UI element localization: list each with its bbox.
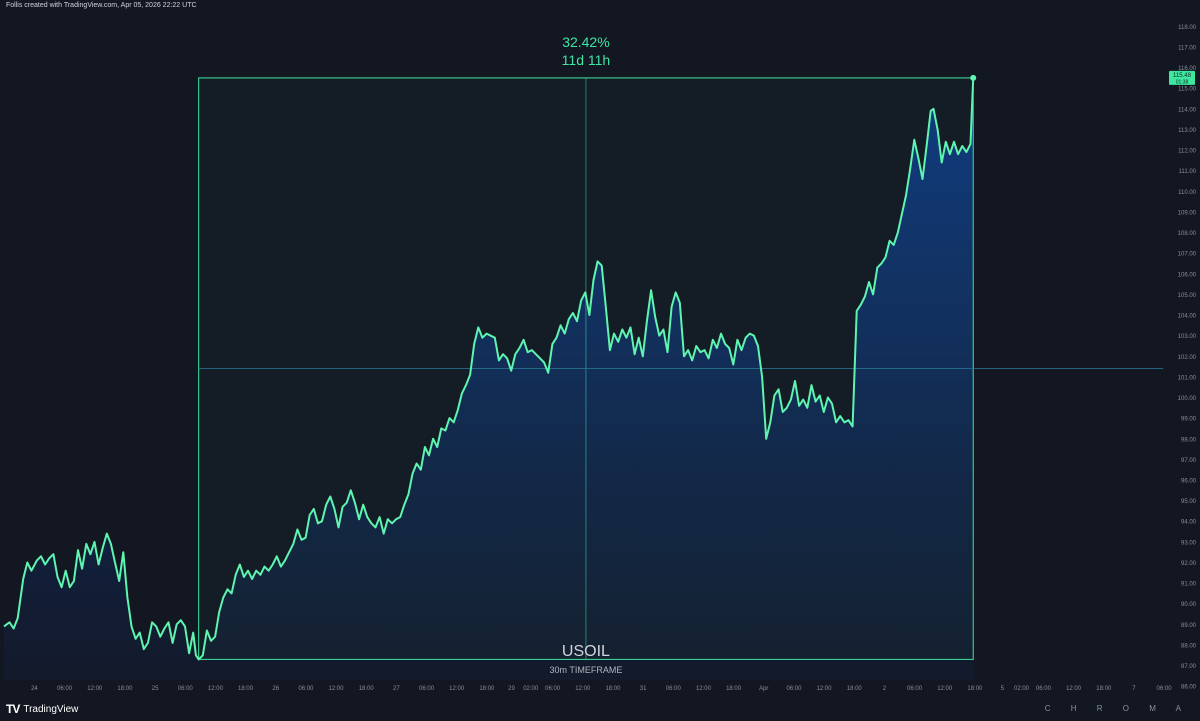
time-axis-tick: 12:00: [696, 686, 712, 692]
time-axis-tick: 18:00: [847, 686, 863, 692]
time-axis-tick: 06:00: [907, 686, 923, 692]
price-axis-tick: 89.00: [1181, 623, 1197, 629]
price-axis-tick: 86.00: [1181, 685, 1197, 691]
time-axis-tick: 26: [272, 686, 279, 692]
last-price-countdown: 01:38: [1176, 79, 1189, 85]
footer-bar: TV TradingView C H R O M A: [0, 698, 1200, 721]
price-axis-tick: 100.00: [1178, 396, 1197, 402]
price-axis-tick: 102.00: [1178, 355, 1197, 361]
price-axis-tick: 103.00: [1178, 334, 1197, 340]
time-axis-tick: 12:00: [87, 686, 103, 692]
time-axis-tick: 18:00: [1096, 686, 1112, 692]
price-axis-tick: 104.00: [1178, 314, 1197, 320]
price-axis-tick: 105.00: [1178, 293, 1197, 299]
price-axis-tick: 98.00: [1181, 437, 1197, 443]
price-axis-tick: 90.00: [1181, 602, 1197, 608]
price-axis-tick: 87.00: [1181, 664, 1197, 670]
time-axis-tick: 18:00: [479, 686, 495, 692]
price-line[interactable]: [3, 77, 975, 661]
time-axis-tick: 5: [1001, 686, 1005, 692]
time-axis-tick: 18:00: [605, 686, 621, 692]
price-axis-tick: 99.00: [1181, 417, 1197, 423]
price-axis-tick: 93.00: [1181, 540, 1197, 546]
price-axis-tick: 96.00: [1181, 478, 1197, 484]
measure-percent-change: 32.42%: [562, 34, 609, 50]
time-axis-tick: 12:00: [575, 686, 591, 692]
price-axis-tick: 108.00: [1178, 231, 1197, 237]
time-axis-tick: 2: [883, 686, 887, 692]
time-axis-tick: 06:00: [545, 686, 561, 692]
time-axis-tick: 12:00: [449, 686, 465, 692]
time-axis-tick: 02:00: [523, 686, 539, 692]
tradingview-logo-icon: TV: [6, 702, 20, 716]
price-axis-tick: 110.00: [1178, 190, 1197, 196]
chart-attribution: Follis created with TradingView.com, Apr…: [6, 2, 197, 9]
price-axis-tick: 95.00: [1181, 499, 1197, 505]
tradingview-brand-name: TradingView: [23, 703, 79, 715]
timeframe-label: 30m TIMEFRAME: [550, 665, 623, 675]
price-axis-tick: 113.00: [1178, 128, 1197, 134]
time-axis-tick: 18:00: [967, 686, 983, 692]
price-axis-tick: 118.00: [1178, 25, 1197, 31]
time-axis-tick: 31: [640, 686, 647, 692]
price-axis-tick: 97.00: [1181, 458, 1197, 464]
last-price-point[interactable]: [970, 74, 977, 81]
price-area-fill: [4, 77, 974, 680]
time-axis-tick: 12:00: [817, 686, 833, 692]
last-price-badge: [1169, 70, 1195, 85]
symbol-label: USOIL: [562, 643, 610, 660]
chroma-watermark: C H R O M A: [1044, 704, 1190, 713]
time-axis-tick: 06:00: [786, 686, 802, 692]
time-axis-tick: 18:00: [359, 686, 375, 692]
price-axis-tick: 109.00: [1178, 210, 1197, 216]
time-axis-tick: 06:00: [57, 686, 73, 692]
time-axis-tick: 12:00: [937, 686, 953, 692]
price-axis-tick: 91.00: [1181, 582, 1197, 588]
price-axis-tick: 92.00: [1181, 561, 1197, 567]
time-axis-tick: 24: [31, 686, 38, 692]
time-axis-tick: 12:00: [208, 686, 224, 692]
time-axis-tick: 7: [1132, 686, 1136, 692]
time-axis-tick: 25: [152, 686, 159, 692]
time-axis-tick: 12:00: [1066, 686, 1082, 692]
time-axis-tick: 06:00: [666, 686, 682, 692]
measure-duration: 11d 11h: [562, 52, 611, 68]
price-axis-tick: 117.00: [1178, 45, 1197, 51]
time-axis-tick: 06:00: [298, 686, 314, 692]
price-axis-tick: 111.00: [1179, 169, 1197, 175]
time-axis-tick: Apr: [759, 686, 768, 692]
price-axis-tick: 112.00: [1178, 149, 1197, 155]
price-axis-tick: 107.00: [1178, 252, 1197, 258]
price-axis-tick: 116.00: [1178, 66, 1197, 72]
price-axis-tick: 101.00: [1178, 375, 1197, 381]
time-axis-tick: 18:00: [726, 686, 742, 692]
price-axis-tick: 114.00: [1178, 107, 1197, 113]
time-axis-tick: 12:00: [329, 686, 345, 692]
time-axis-tick: 29: [508, 686, 515, 692]
chart-canvas[interactable]: 32.42% 11d 11h 86.00 87.00 88.00 89.00 90.00 9…: [0, 0, 1200, 698]
price-axis-tick: 115.00: [1178, 87, 1197, 93]
price-axis-tick: 106.00: [1178, 272, 1197, 278]
price-axis-bg: [1168, 0, 1200, 698]
time-axis-tick: 06:00: [178, 686, 194, 692]
time-axis-tick: 06:00: [1157, 686, 1173, 692]
time-axis-tick: 18:00: [117, 686, 133, 692]
last-price-value: 115.48: [1173, 73, 1192, 79]
price-axis-tick: 94.00: [1181, 520, 1197, 526]
time-axis-tick: 06:00: [1036, 686, 1052, 692]
time-axis-tick: 06:00: [419, 686, 435, 692]
time-axis-tick: 02:00: [1014, 686, 1030, 692]
time-axis-tick: 27: [393, 686, 400, 692]
time-axis-tick: 18:00: [238, 686, 254, 692]
price-axis-tick: 88.00: [1181, 643, 1197, 649]
tradingview-brand[interactable]: TV TradingView: [6, 702, 78, 716]
